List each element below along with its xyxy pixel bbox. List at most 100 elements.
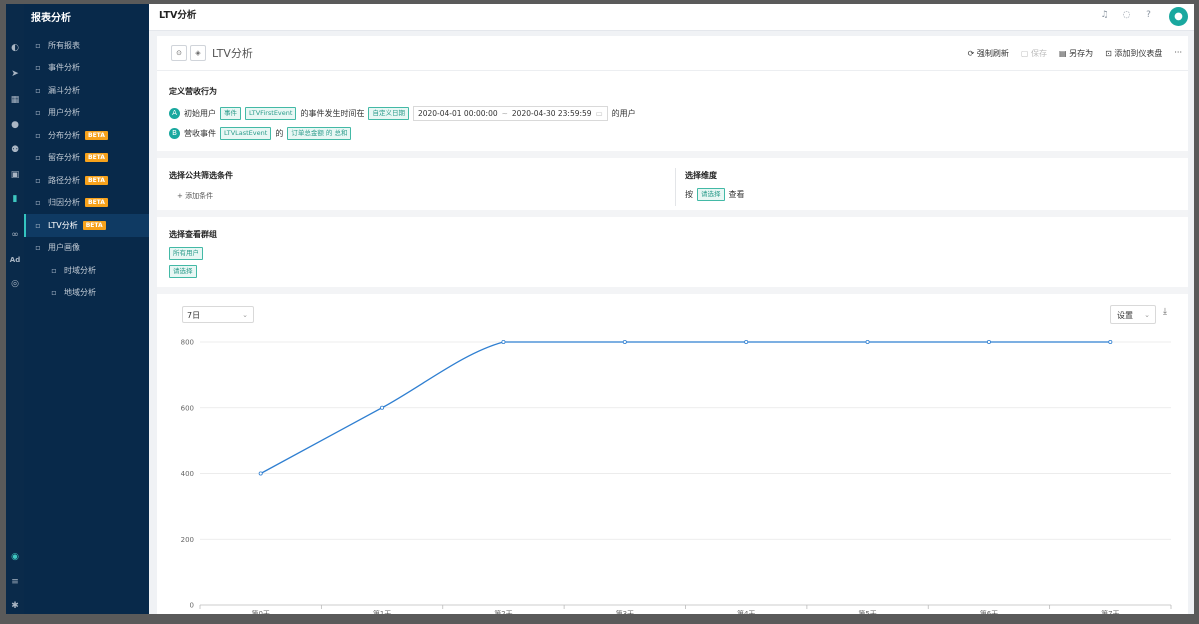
y-tick-label: 200 xyxy=(181,536,194,544)
bookmark-icon[interactable]: ▣ xyxy=(10,170,20,180)
group-row-2: 请选择 xyxy=(169,265,197,278)
sidebar-item-label: LTV分析 xyxy=(48,220,78,230)
sidebar: 报表分析 ▫ 所有报表 ▫ 事件分析 ▫ 漏斗分析 ▫ 用户分析 ▫ 分布分析 BETA ▫ 留存分析 B… xyxy=(24,4,149,614)
folder-icon: ▫ xyxy=(35,243,41,253)
link-icon[interactable]: ∞ xyxy=(11,230,19,240)
path-icon: ▫ xyxy=(35,175,41,185)
first-event-tag[interactable]: LTVFirstEvent xyxy=(245,107,297,120)
sidebar-item-8[interactable]: ▫ LTV分析 BETA xyxy=(24,214,149,237)
ad-icon[interactable]: Ad xyxy=(9,256,21,264)
group-heading: 选择查看群组 xyxy=(169,230,217,239)
tag-icon[interactable]: ◈ xyxy=(190,45,206,61)
sidebar-item-label: 用户分析 xyxy=(48,108,80,118)
report-panel: ⊙ ◈ LTV分析 ⟳ 强制刷新 ▢ 保存 ▤ 另存为 ⊡ 添加到仪表盘 ···… xyxy=(157,36,1188,614)
y-tick-label: 800 xyxy=(181,339,194,347)
all-users-tag[interactable]: 所有用户 xyxy=(169,247,203,260)
person-icon[interactable]: ● xyxy=(11,120,19,130)
data-point xyxy=(501,340,506,345)
back-icon[interactable]: ⊙ xyxy=(171,45,187,61)
beta-badge: BETA xyxy=(85,130,108,140)
send-icon[interactable]: ➤ xyxy=(11,69,19,79)
top-bar: LTV分析 ♫ ◌ ? ● xyxy=(149,4,1194,31)
group-row-1: 所有用户 xyxy=(169,247,203,260)
date-separator: ~ xyxy=(501,109,508,118)
group-select-tag[interactable]: 请选择 xyxy=(169,265,197,278)
sidebar-item-6[interactable]: ▫ 路径分析 BETA xyxy=(24,169,149,192)
sidebar-item-7[interactable]: ▫ 归因分析 BETA xyxy=(24,192,149,215)
dimension-select[interactable]: 请选择 xyxy=(697,188,725,201)
settings-label: 设置 xyxy=(1117,311,1133,320)
sidebar-list: ▫ 所有报表 ▫ 事件分析 ▫ 漏斗分析 ▫ 用户分析 ▫ 分布分析 BETA ▫ 留存分析 BETA ▫ 路… xyxy=(24,34,149,304)
beta-badge: BETA xyxy=(85,198,108,208)
funnel-icon: ▫ xyxy=(35,85,41,95)
sidebar-item-4[interactable]: ▫ 分布分析 BETA xyxy=(24,124,149,147)
save-label: 保存 xyxy=(1031,49,1047,58)
team-icon[interactable]: ◉ xyxy=(11,552,19,562)
order-amount-tag[interactable]: 订单总金额 的 总和 xyxy=(287,127,352,140)
attribution-icon: ▫ xyxy=(35,198,41,208)
revenue-section: 定义营收行为 A 初始用户 事件 LTVFirstEvent 的事件发生时间在 … xyxy=(157,71,1188,158)
data-point xyxy=(258,471,263,476)
analytics-icon[interactable]: ▮ xyxy=(12,194,18,204)
sidebar-item-0[interactable]: ▫ 所有报表 xyxy=(24,34,149,57)
x-tick-label: 第3天 xyxy=(616,609,634,614)
sidebar-item-3[interactable]: ▫ 用户分析 xyxy=(24,102,149,125)
dashboard-icon[interactable]: ◐ xyxy=(11,43,19,53)
report-actions: ⟳ 强制刷新 ▢ 保存 ▤ 另存为 ⊡ 添加到仪表盘 ··· xyxy=(968,48,1182,59)
add-dashboard-button[interactable]: ⊡ 添加到仪表盘 xyxy=(1105,49,1163,58)
sidebar-item-label: 分布分析 xyxy=(48,130,80,140)
data-point xyxy=(622,340,627,345)
message-icon[interactable]: ◌ xyxy=(1122,10,1131,20)
distribution-icon: ▫ xyxy=(35,130,41,140)
series-line xyxy=(260,341,1111,475)
x-tick-label: 第0天 xyxy=(251,609,269,614)
date-range-picker[interactable]: 2020-04-01 00:00:00 ~ 2020-04-30 23:59:5… xyxy=(412,106,608,121)
x-tick-label: 第6天 xyxy=(980,609,998,614)
refresh-button[interactable]: ⟳ 强制刷新 xyxy=(967,49,1009,58)
sidebar-item-2[interactable]: ▫ 漏斗分析 xyxy=(24,79,149,102)
sidebar-item-10[interactable]: ▫ 时域分析 xyxy=(24,259,149,282)
data-point xyxy=(865,340,870,345)
sidebar-item-11[interactable]: ▫ 地域分析 xyxy=(24,282,149,305)
save-as-label: 另存为 xyxy=(1069,49,1094,58)
save-button[interactable]: ▢ 保存 xyxy=(1020,49,1047,58)
date-start: 2020-04-01 00:00:00 xyxy=(417,109,498,118)
save-as-button[interactable]: ▤ 另存为 xyxy=(1059,49,1094,58)
initial-user-label: 初始用户 xyxy=(184,109,216,118)
beta-badge: BETA xyxy=(85,175,108,185)
x-tick-label: 第1天 xyxy=(373,609,391,614)
target-icon[interactable]: ◎ xyxy=(11,279,19,289)
x-tick-label: 第7天 xyxy=(1101,609,1119,614)
x-tick-label: 第2天 xyxy=(494,609,512,614)
event-type-tag[interactable]: 事件 xyxy=(220,107,241,120)
menu-icon[interactable]: ≡ xyxy=(11,577,19,587)
help-icon[interactable]: ? xyxy=(1146,10,1151,20)
sidebar-item-label: 所有报表 xyxy=(48,40,80,50)
people-icon[interactable]: ⚉ xyxy=(10,145,20,155)
sidebar-item-label: 时域分析 xyxy=(64,265,96,275)
filter-heading: 选择公共筛选条件 xyxy=(169,171,233,180)
add-condition-button[interactable]: + 添加条件 xyxy=(177,192,214,200)
sidebar-item-1[interactable]: ▫ 事件分析 xyxy=(24,57,149,80)
dimension-prefix: 按 xyxy=(685,190,693,199)
user-icon: ▫ xyxy=(35,108,41,118)
last-event-tag[interactable]: LTVLastEvent xyxy=(220,127,272,140)
app-window: ◐ ➤ ▦ ● ⚉ ▣ ▮ ∞ Ad ◎ ◉ ≡ ✱ 报表分析 ▫ 所有报表 ▫ 事件… xyxy=(6,4,1194,614)
group-section: 选择查看群组 所有用户 请选择 xyxy=(157,217,1188,294)
revenue-heading: 定义营收行为 xyxy=(169,87,217,96)
settings-icon[interactable]: ✱ xyxy=(11,601,19,611)
sidebar-item-5[interactable]: ▫ 留存分析 BETA xyxy=(24,147,149,170)
region-icon: ▫ xyxy=(51,288,57,298)
settings-button[interactable]: 设置 ⌄ xyxy=(1110,305,1156,324)
sidebar-item-label: 地域分析 xyxy=(64,288,96,298)
report-title: LTV分析 xyxy=(212,47,253,60)
download-icon[interactable]: ⤓ xyxy=(1163,307,1167,317)
avatar[interactable]: ● xyxy=(1169,7,1188,26)
bell-icon[interactable]: ♫ xyxy=(1100,10,1109,20)
layout-icon[interactable]: ▦ xyxy=(10,95,20,105)
custom-date-tag[interactable]: 自定义日期 xyxy=(368,107,409,120)
period-select[interactable]: 7日 ⌄ xyxy=(182,306,254,323)
data-point xyxy=(986,340,991,345)
more-button[interactable]: ··· xyxy=(1174,48,1182,57)
sidebar-item-9[interactable]: ▫ 用户画像 xyxy=(24,237,149,260)
